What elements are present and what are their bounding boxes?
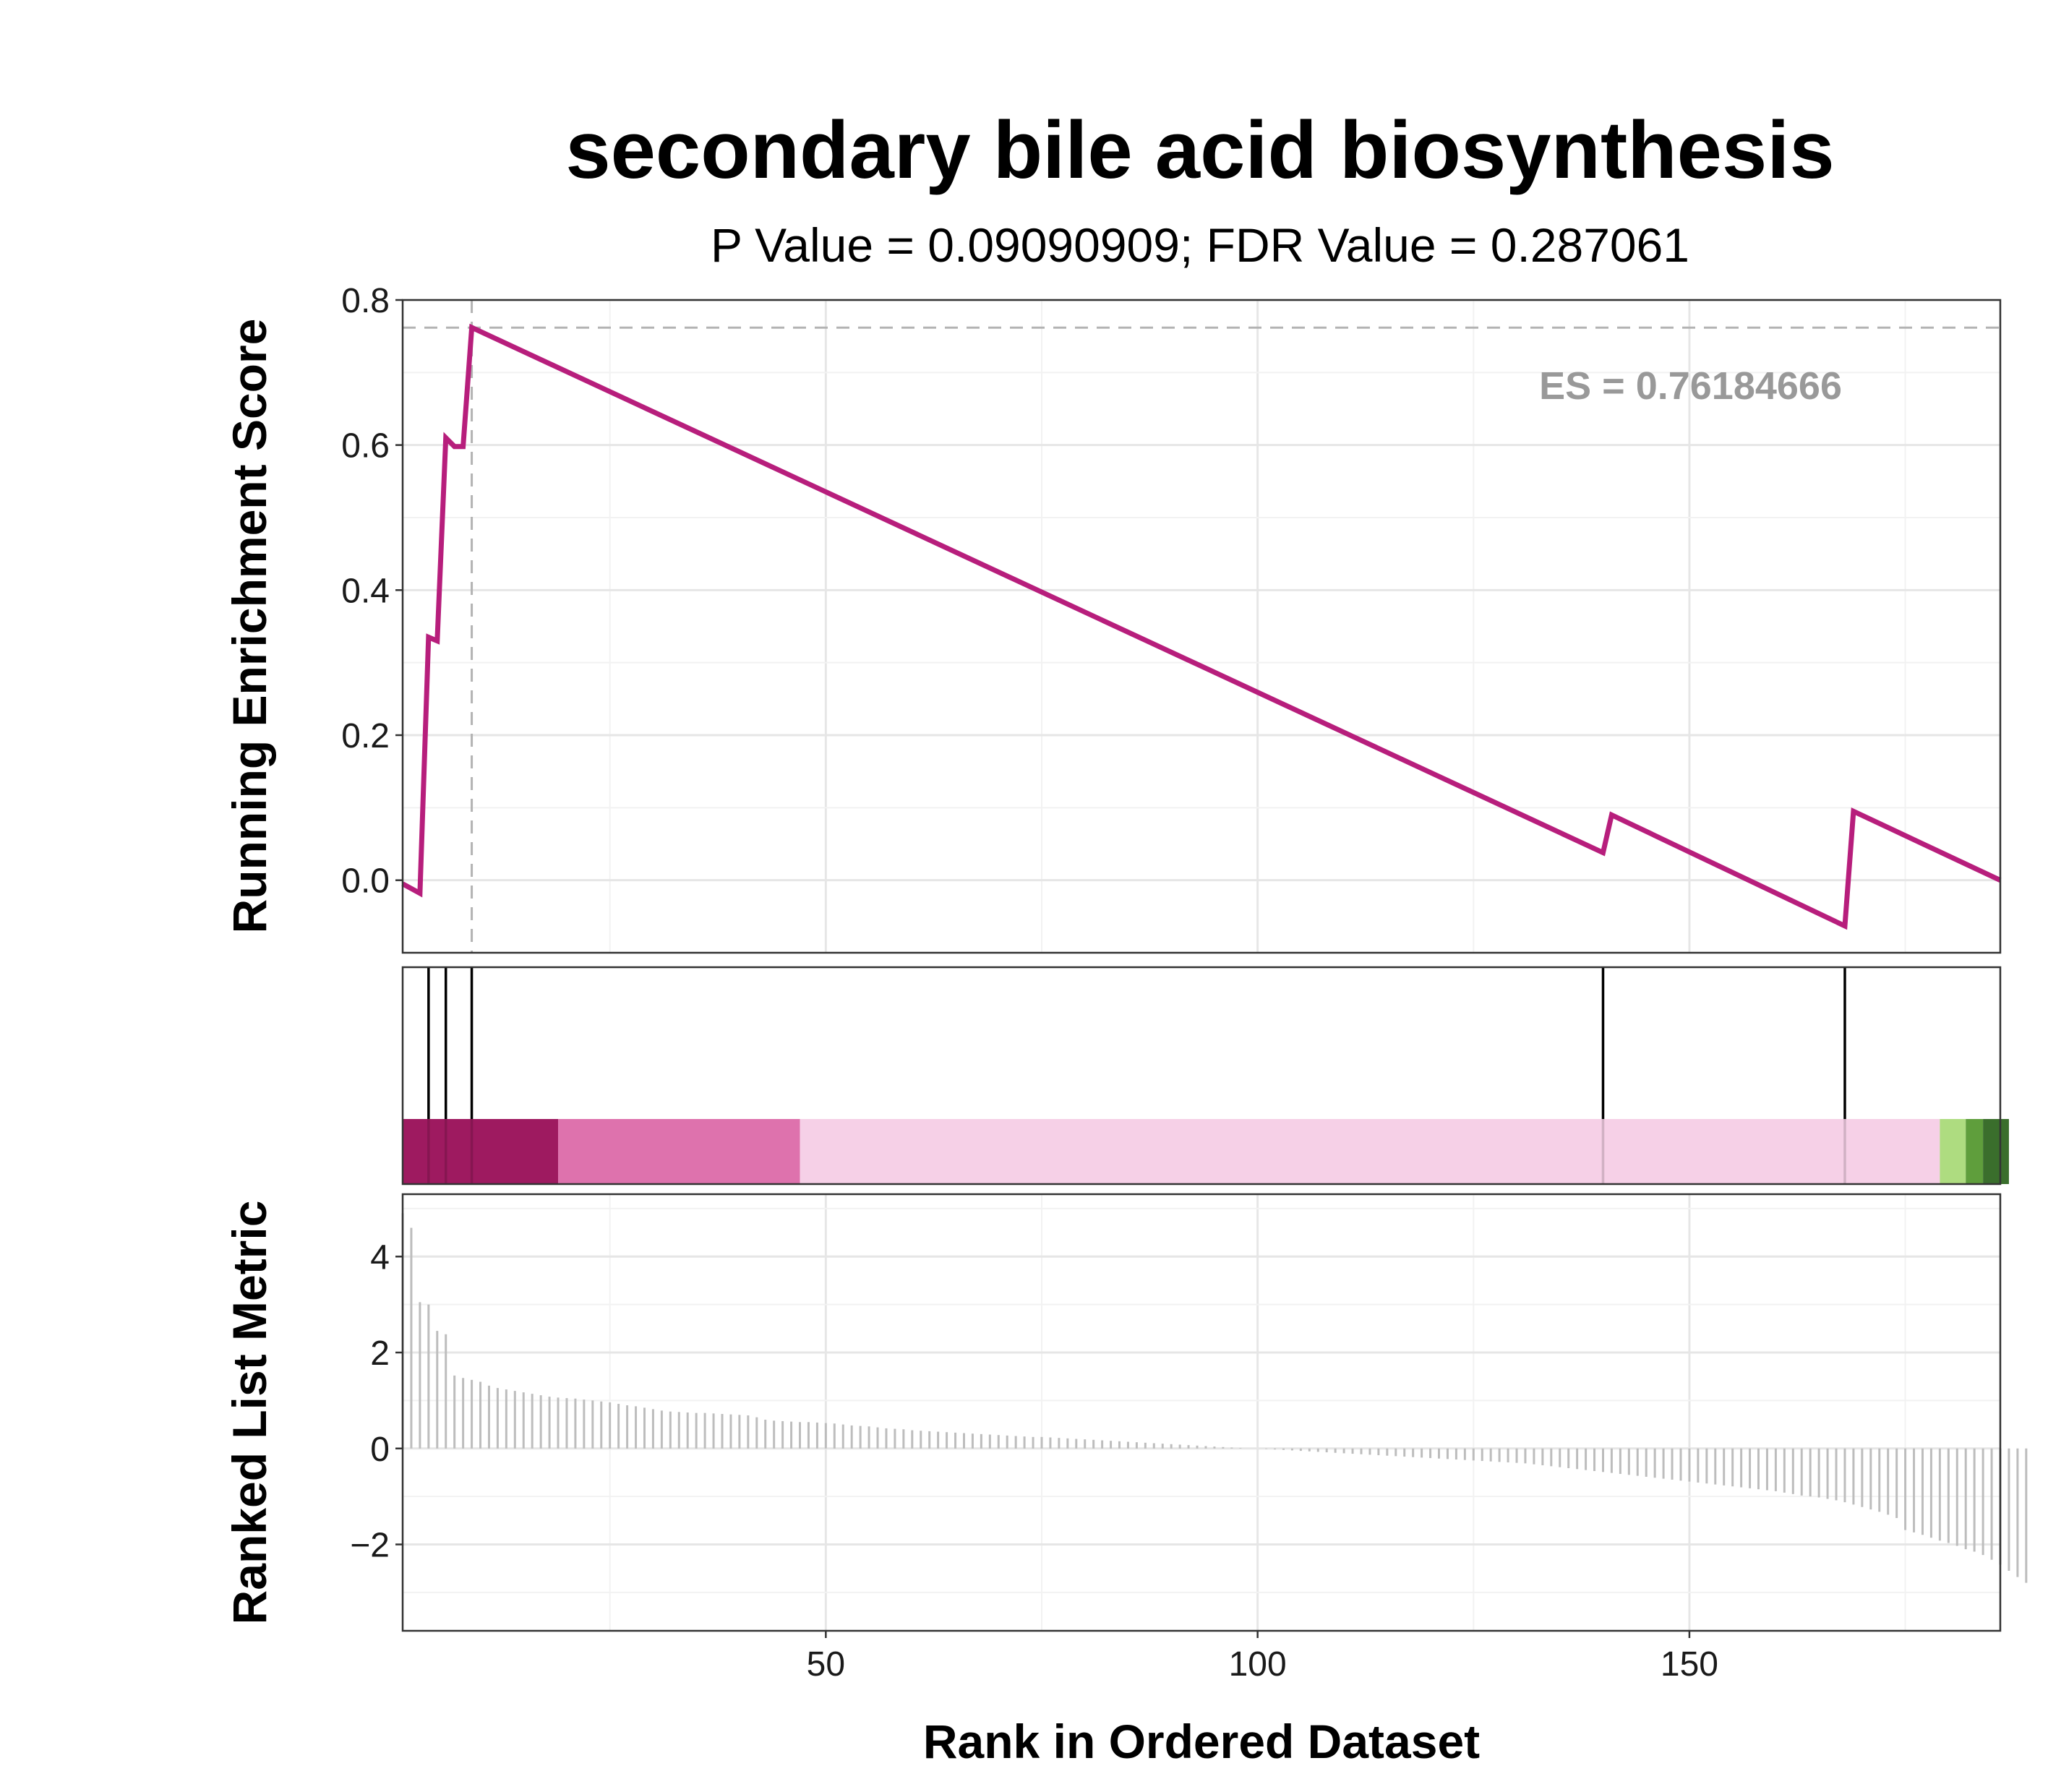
gene-hit-lines bbox=[427, 967, 1846, 1184]
y-tick-label: 0.8 bbox=[341, 282, 390, 320]
enrichment-panel: 0.0 0.2 0.4 0.6 0.8 ES = 0.76184666 Running … bbox=[223, 282, 2002, 954]
y-tick-label: 0.2 bbox=[341, 717, 390, 755]
hits-panel bbox=[401, 966, 2009, 1186]
running-enrichment-line bbox=[401, 323, 2002, 930]
y-tick-label: 2 bbox=[370, 1334, 390, 1373]
color-bar-segment bbox=[1983, 1119, 2009, 1184]
x-axis-title: Rank in Ordered Dataset bbox=[923, 1715, 1480, 1768]
x-axis-ticks: 50 100 150 bbox=[807, 1631, 1718, 1684]
y-tick-label: 0 bbox=[370, 1431, 390, 1469]
enrichment-panel-border bbox=[401, 299, 2002, 954]
enrichment-y-axis-title: Running Enrichment Score bbox=[223, 319, 276, 934]
x-tick-label: 150 bbox=[1661, 1645, 1718, 1684]
chart-subtitle: P Value = 0.09090909; FDR Value = 0.2870… bbox=[711, 218, 1689, 272]
y-tick-label: 4 bbox=[370, 1238, 390, 1277]
ranked-metric-panel-border bbox=[401, 1193, 2002, 1632]
color-bar-segment bbox=[1966, 1119, 1984, 1184]
hits-panel-border bbox=[401, 966, 2002, 1186]
ranked-metric-panel: 4 2 0 −2 50 100 150 Ranked List Metric Rank i… bbox=[223, 1193, 2028, 1768]
y-tick-label: −2 bbox=[350, 1527, 390, 1565]
color-bar-segment bbox=[1940, 1119, 1966, 1184]
y-tick-label: 0.4 bbox=[341, 572, 390, 610]
x-tick-label: 50 bbox=[807, 1645, 845, 1684]
enrichment-marks bbox=[401, 300, 2002, 953]
enrichment-y-ticks: 0.0 0.2 0.4 0.6 0.8 bbox=[341, 282, 403, 901]
x-tick-label: 100 bbox=[1229, 1645, 1287, 1684]
es-annotation: ES = 0.76184666 bbox=[1539, 364, 1842, 408]
y-tick-label: 0.6 bbox=[341, 427, 390, 466]
color-bar-segment bbox=[558, 1119, 800, 1184]
chart-title: secondary bile acid biosynthesis bbox=[565, 105, 1834, 195]
rank-color-bar bbox=[403, 1119, 2009, 1184]
ranked-metric-y-ticks: 4 2 0 −2 bbox=[350, 1238, 403, 1565]
y-tick-label: 0.0 bbox=[341, 862, 390, 901]
color-bar-segment bbox=[403, 1119, 559, 1184]
color-bar-segment bbox=[800, 1119, 1940, 1184]
ranked-metric-gridlines bbox=[403, 1194, 2000, 1631]
ranked-metric-y-axis-title: Ranked List Metric bbox=[223, 1201, 276, 1625]
